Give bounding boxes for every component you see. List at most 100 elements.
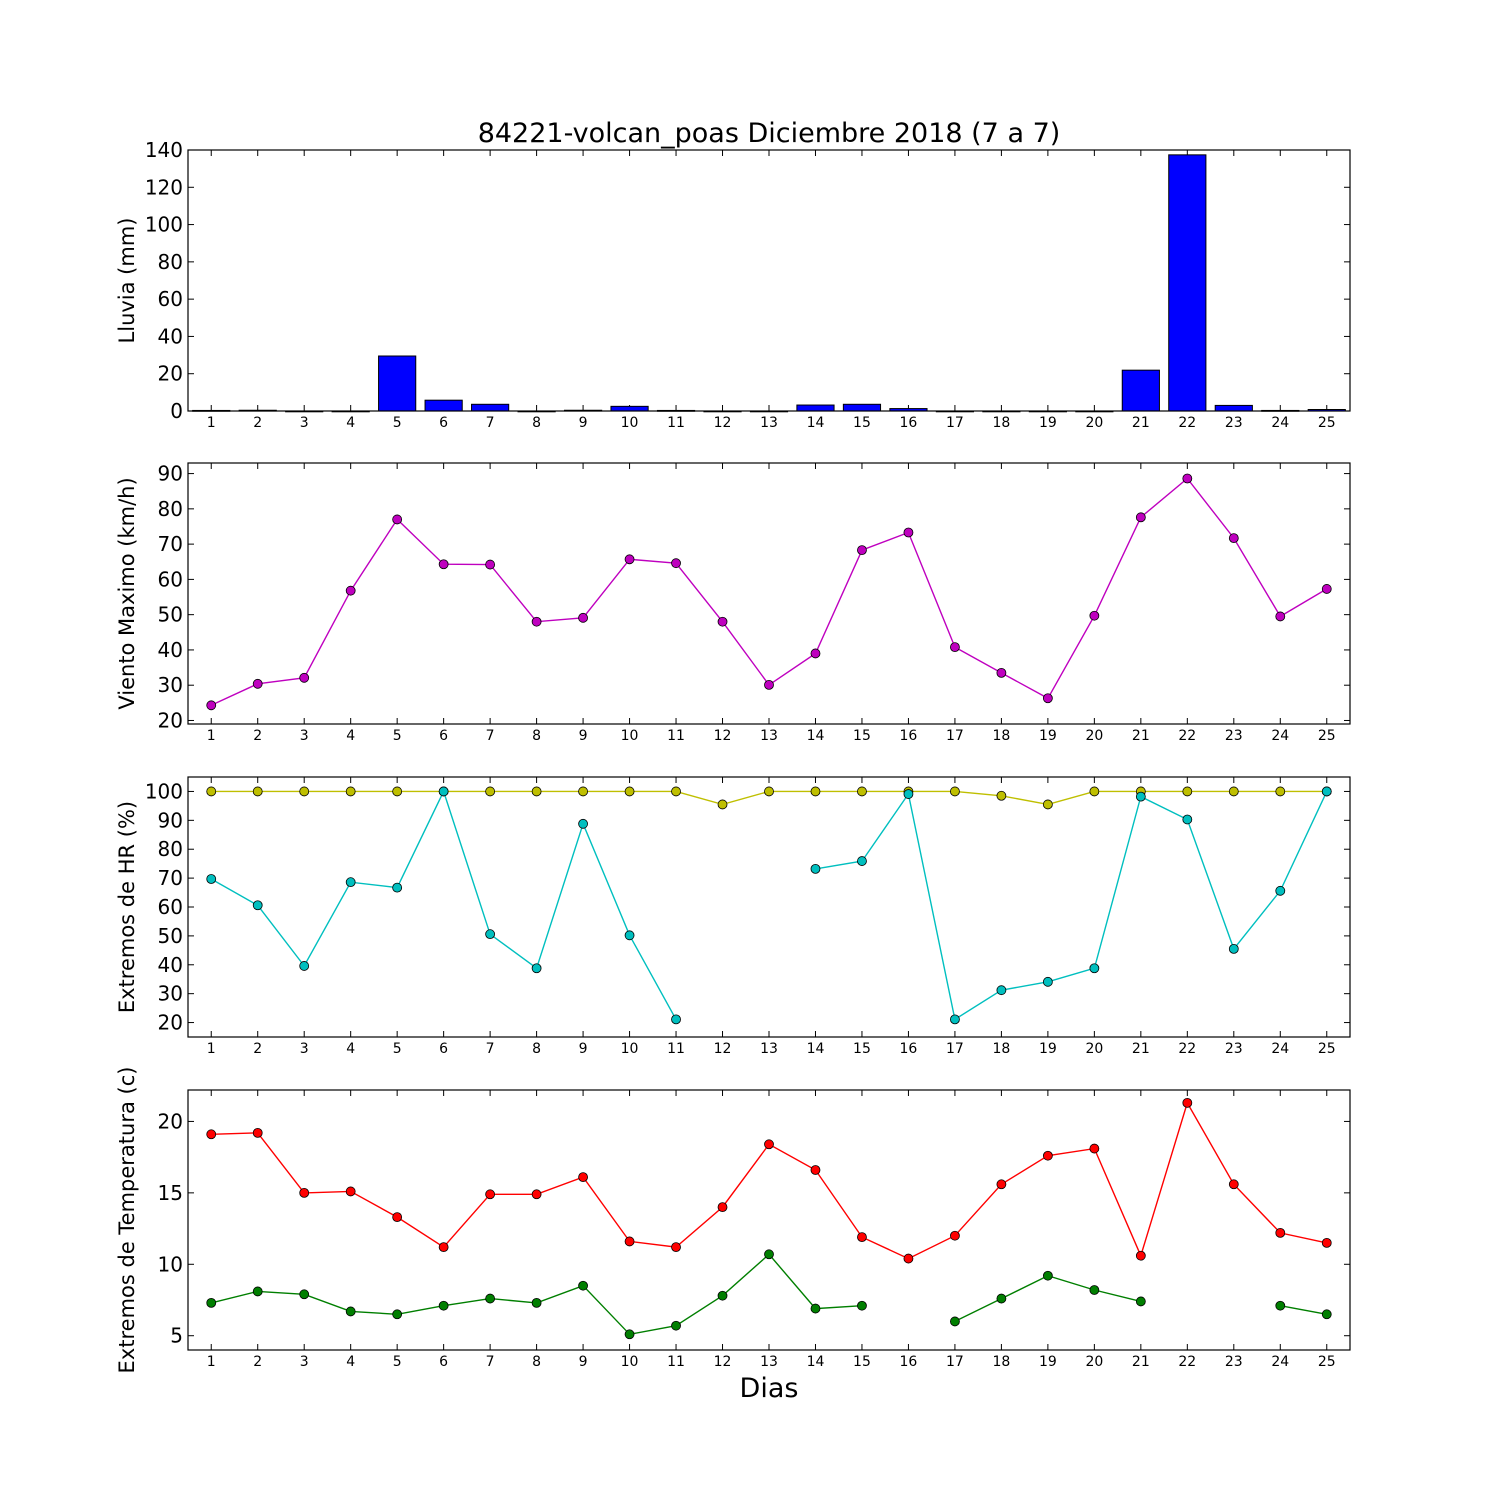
series-2-point-day-20 — [1089, 963, 1100, 974]
series-1-point-day-8 — [531, 1189, 542, 1200]
series-1-point-day-18 — [996, 1179, 1007, 1190]
x-tick-label: 14 — [807, 728, 825, 744]
series-1-point-day-20 — [1089, 610, 1100, 621]
series-1-point-day-21 — [1135, 1250, 1146, 1261]
x-tick-label: 7 — [486, 1354, 495, 1370]
x-tick-label: 9 — [579, 1041, 588, 1057]
series-2-line — [210, 789, 677, 1020]
series-2-line — [815, 791, 1328, 1021]
series-2-point-day-5 — [392, 1309, 403, 1320]
series-2-point-day-4 — [345, 877, 356, 888]
x-tick-label: 16 — [900, 1354, 918, 1370]
series-1-point-day-14 — [810, 648, 821, 659]
series-2-point-day-7 — [485, 1293, 496, 1304]
series-2-point-day-20 — [1089, 1285, 1100, 1295]
x-tick-label: 2 — [253, 1041, 262, 1057]
series-2-point-day-19 — [1042, 1270, 1053, 1281]
y-axis-label: Extremos de Temperatura (c) — [115, 1067, 139, 1374]
y-tick-label: 5 — [170, 1324, 183, 1348]
series-1-point-day-1 — [206, 700, 217, 711]
series-1-point-day-10 — [624, 1236, 635, 1247]
y-tick-label: 40 — [158, 638, 183, 662]
x-tick-label: 20 — [1085, 1354, 1103, 1370]
series-2-point-day-11 — [671, 1014, 681, 1025]
x-tick-label: 17 — [946, 1041, 964, 1057]
x-tick-label: 18 — [992, 1354, 1010, 1370]
series-2-point-day-21 — [1135, 1296, 1146, 1307]
y-axis-label: Viento Maximo (km/h) — [115, 477, 139, 709]
series-2-point-day-10 — [624, 1329, 635, 1340]
series-1-point-day-15 — [857, 545, 867, 556]
x-tick-label: 16 — [900, 415, 918, 431]
series-2-point-day-2 — [252, 900, 263, 911]
series-2-line — [1280, 1305, 1327, 1315]
x-tick-label: 5 — [393, 728, 402, 744]
y-tick-label: 20 — [158, 362, 183, 386]
x-tick-label: 15 — [853, 415, 871, 431]
series-1-point-day-7 — [485, 559, 496, 570]
series-2-point-day-24 — [1275, 885, 1286, 896]
y-tick-label: 60 — [158, 895, 183, 919]
series-1-point-day-17 — [950, 642, 960, 653]
series-1-point-day-5 — [392, 786, 403, 797]
series-1-point-day-25 — [1321, 584, 1332, 594]
series-1-point-day-7 — [485, 786, 496, 797]
series-1-point-day-4 — [345, 786, 356, 797]
x-tick-label: 4 — [346, 1354, 355, 1370]
series-2-point-day-1 — [206, 874, 217, 884]
series-2-point-day-25 — [1321, 786, 1332, 797]
series-1-point-day-3 — [299, 786, 310, 797]
series-1-point-day-23 — [1228, 786, 1239, 797]
series-1-point-day-11 — [671, 1242, 681, 1253]
y-tick-label: 50 — [158, 924, 183, 948]
x-tick-label: 17 — [946, 415, 964, 431]
x-tick-label: 23 — [1225, 728, 1243, 744]
bar-day-5 — [378, 355, 417, 412]
x-tick-label: 12 — [714, 1354, 732, 1370]
series-1-point-day-13 — [764, 786, 774, 797]
x-tick-label: 15 — [853, 1354, 871, 1370]
x-tick-label: 24 — [1271, 1354, 1289, 1370]
series-2-point-day-11 — [671, 1320, 681, 1331]
x-tick-label: 23 — [1225, 1041, 1243, 1057]
series-2-point-day-17 — [950, 1316, 960, 1327]
plot-frame — [187, 1089, 1351, 1351]
x-tick-label: 11 — [667, 415, 685, 431]
series-2-point-day-22 — [1182, 814, 1193, 825]
bar-day-10 — [610, 405, 649, 412]
x-tick-label: 22 — [1178, 1041, 1196, 1057]
x-tick-label: 3 — [300, 1354, 309, 1370]
x-tick-label: 20 — [1085, 415, 1103, 431]
series-1-point-day-22 — [1182, 1097, 1193, 1108]
series-1-point-day-21 — [1135, 512, 1146, 523]
series-1-point-day-14 — [810, 1165, 821, 1175]
series-1-point-day-18 — [996, 790, 1007, 801]
x-tick-label: 16 — [900, 728, 918, 744]
x-tick-label: 1 — [207, 728, 216, 744]
x-tick-label: 22 — [1178, 728, 1196, 744]
x-tick-label: 8 — [532, 1041, 541, 1057]
x-tick-label: 7 — [486, 1041, 495, 1057]
x-tick-label: 22 — [1178, 1354, 1196, 1370]
x-tick-label: 14 — [807, 1041, 825, 1057]
series-2-point-day-6 — [438, 1300, 449, 1311]
series-2-point-day-2 — [252, 1286, 263, 1297]
series-2-point-day-5 — [392, 882, 403, 893]
series-1-point-day-24 — [1275, 611, 1286, 622]
y-tick-label: 20 — [158, 1011, 183, 1035]
series-1-point-day-23 — [1228, 533, 1239, 544]
x-tick-label: 11 — [667, 728, 685, 744]
chart-title: 84221-volcan_poas Diciembre 2018 (7 a 7) — [478, 118, 1061, 149]
y-tick-label: 0 — [170, 399, 183, 423]
x-tick-label: 18 — [992, 1041, 1010, 1057]
x-axis-label: Dias — [740, 1373, 799, 1404]
y-tick-label: 30 — [158, 673, 183, 697]
series-1-point-day-10 — [624, 554, 635, 565]
series-1-point-day-12 — [717, 1202, 728, 1213]
x-tick-label: 4 — [346, 415, 355, 431]
x-tick-label: 6 — [439, 728, 448, 744]
series-1-point-day-19 — [1042, 799, 1053, 810]
x-tick-label: 20 — [1085, 1041, 1103, 1057]
